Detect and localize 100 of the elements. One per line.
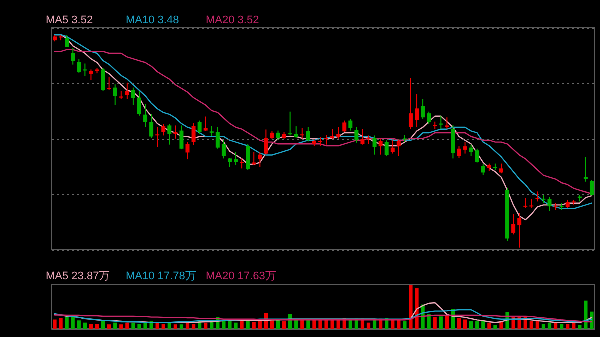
candlestick (65, 34, 70, 48)
candlestick (162, 124, 166, 136)
bar (536, 322, 540, 329)
bar (584, 300, 588, 329)
bar (476, 322, 480, 329)
bar (234, 322, 238, 329)
candlestick (542, 194, 546, 204)
candlestick (384, 140, 389, 157)
bar (463, 320, 468, 329)
candlestick (210, 126, 214, 137)
candlestick (300, 128, 304, 140)
candlestick (475, 148, 480, 164)
bar (433, 317, 437, 329)
candlestick (137, 90, 142, 116)
bar (470, 322, 474, 329)
bar (494, 325, 498, 329)
candlestick (246, 144, 250, 171)
candlestick (89, 69, 94, 81)
bar (445, 316, 449, 329)
bar (53, 320, 57, 329)
candlestick (408, 78, 413, 130)
candlestick (198, 120, 202, 134)
candlestick (276, 130, 280, 140)
candlestick (360, 128, 365, 146)
bar (120, 324, 124, 329)
candlestick (168, 124, 172, 146)
candlestick (590, 180, 594, 196)
candlestick (83, 63, 88, 77)
candlestick (125, 82, 130, 100)
candlestick (252, 152, 256, 166)
bar (228, 322, 232, 329)
candlestick (186, 142, 190, 160)
candlestick (288, 111, 292, 136)
bar (108, 324, 112, 329)
bar (210, 322, 214, 329)
bar (132, 322, 136, 329)
bar (409, 285, 413, 329)
candlestick (548, 196, 552, 212)
bar (59, 318, 63, 329)
bar (114, 322, 118, 329)
bar (71, 317, 75, 329)
candlestick (518, 212, 522, 248)
candlestick (415, 94, 420, 128)
candlestick (258, 152, 262, 168)
candlestick (463, 142, 468, 154)
bar (144, 322, 148, 329)
candlestick (378, 138, 383, 156)
candlestick (324, 134, 329, 146)
candlestick (481, 164, 486, 176)
text: MA10 3.48 (126, 14, 180, 26)
candlestick (77, 58, 82, 74)
candlestick (264, 129, 268, 156)
bar (180, 324, 184, 329)
bar (530, 322, 534, 329)
text: MA20 17.63万 (206, 270, 276, 282)
candlestick (584, 156, 588, 182)
bar (77, 320, 81, 329)
candlestick (342, 120, 347, 133)
candlestick (150, 114, 154, 139)
bar (192, 324, 196, 329)
text: MA10 17.78万 (126, 270, 196, 282)
candlestick (71, 48, 76, 66)
candlestick (101, 68, 106, 92)
candlestick (445, 117, 450, 130)
bar (246, 322, 250, 329)
text: MA5 23.87万 (46, 270, 110, 282)
candlestick (457, 146, 462, 159)
candlestick (180, 125, 184, 150)
bar (83, 322, 87, 329)
candlestick (469, 144, 474, 157)
bar (572, 323, 576, 329)
bar (548, 322, 552, 329)
bar (566, 324, 570, 329)
bar (126, 322, 130, 329)
candlestick (330, 128, 335, 140)
candlestick (524, 198, 528, 209)
candlestick (396, 139, 401, 157)
candlestick (204, 116, 208, 132)
bar (252, 322, 256, 329)
candlestick (512, 214, 516, 236)
bar (204, 322, 208, 329)
candlestick (131, 87, 136, 106)
candlestick (372, 135, 377, 156)
candlestick (294, 126, 298, 139)
bar (457, 318, 462, 329)
candlestick (366, 135, 371, 144)
bar (427, 314, 431, 329)
candlestick (192, 122, 196, 146)
bar (403, 322, 407, 329)
candlestick (234, 152, 238, 166)
candlestick (156, 126, 160, 148)
candlestick (402, 134, 407, 143)
candlestick (499, 163, 504, 174)
bar (488, 322, 492, 329)
candlestick (439, 115, 444, 130)
candlestick (336, 126, 341, 140)
candlestick (354, 126, 359, 144)
bar (89, 324, 94, 329)
bar (240, 322, 244, 329)
bar (560, 324, 564, 329)
